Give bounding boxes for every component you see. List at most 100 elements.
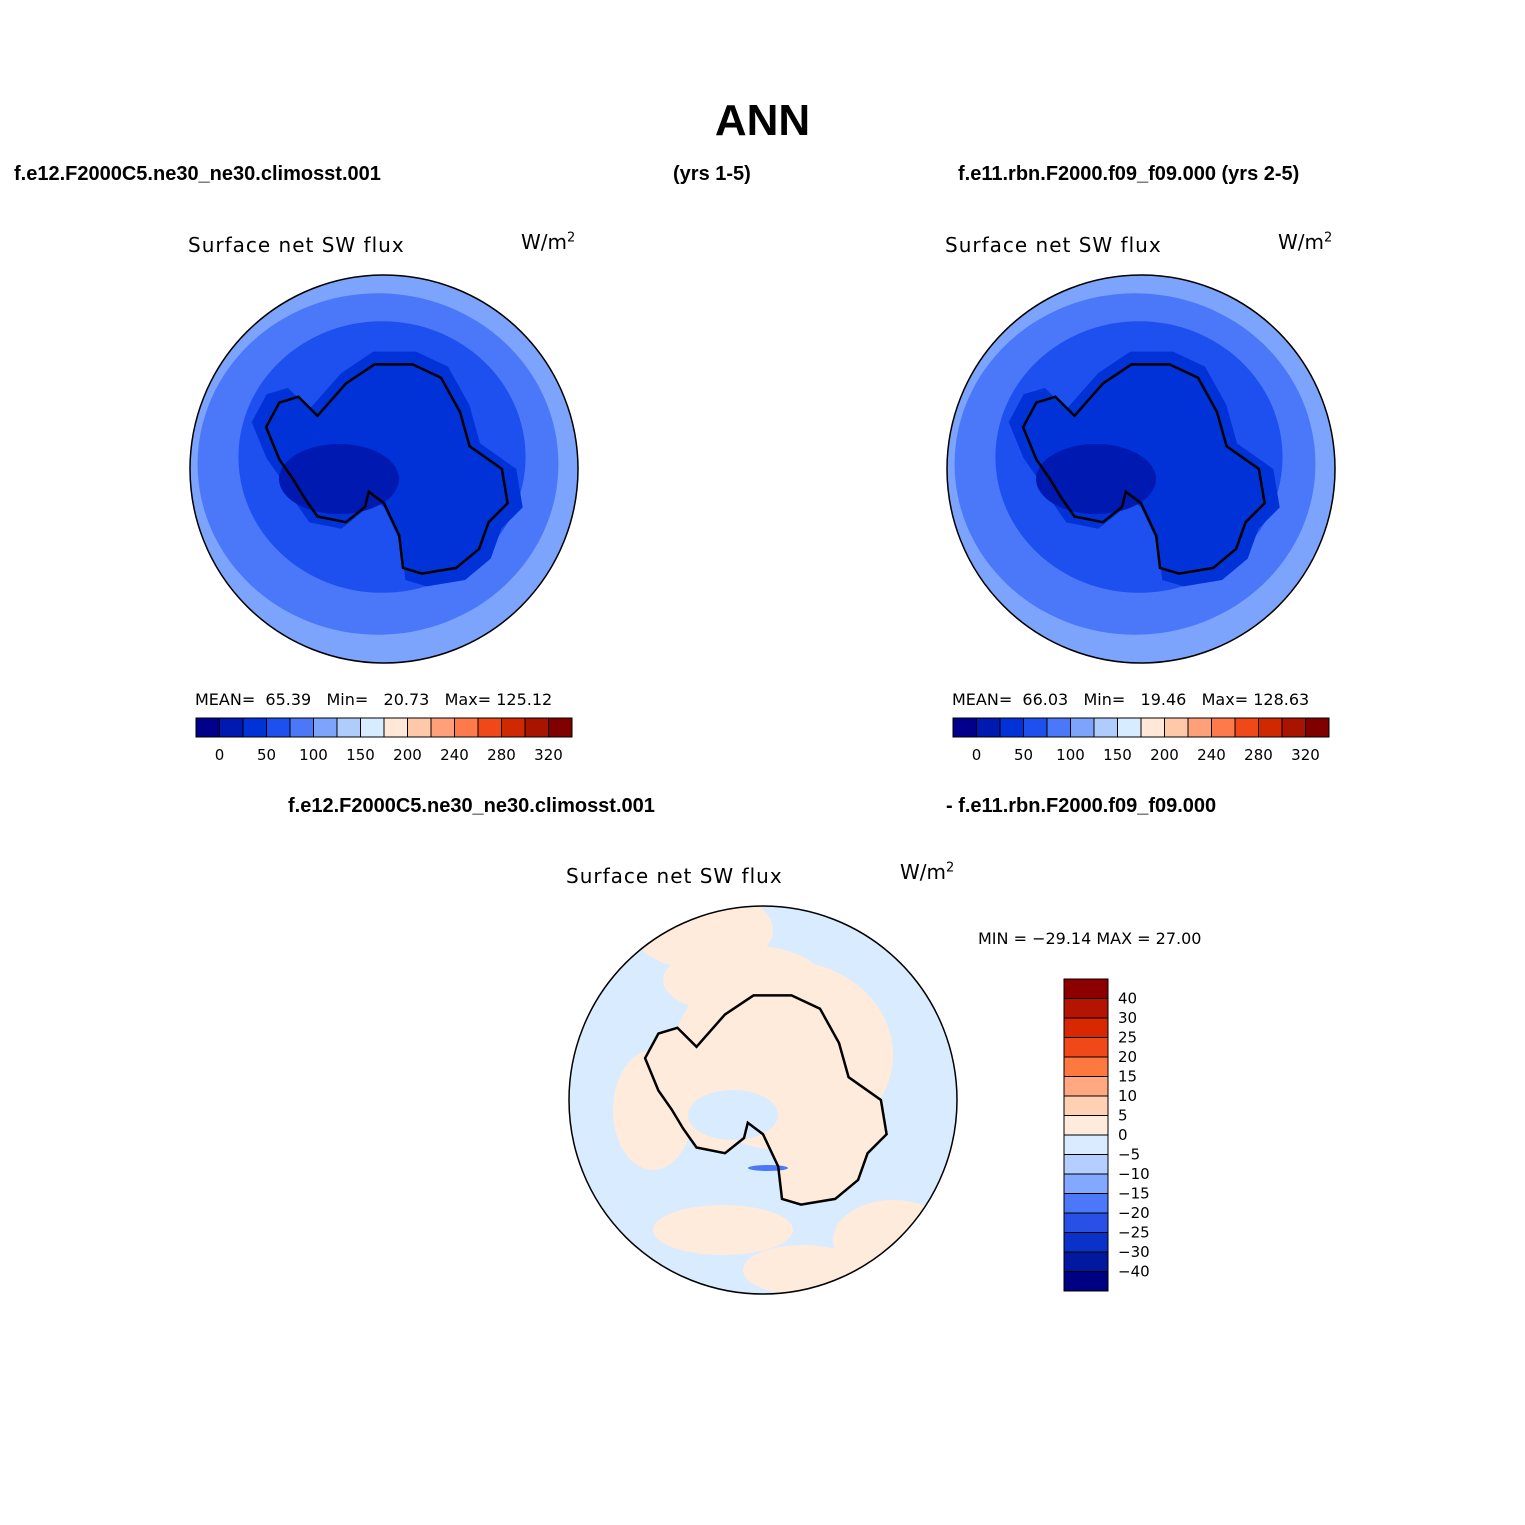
colorbar-swatch xyxy=(1187,717,1212,738)
colorbar-panel2: 0 50 100 150 200 240 280 320 xyxy=(952,717,1330,764)
strong-negative-anomaly xyxy=(748,1165,788,1171)
positive-anomaly xyxy=(653,1205,793,1255)
colorbar-swatch xyxy=(1305,717,1330,738)
colorbar-tick-label: −40 xyxy=(1118,1263,1150,1281)
map-fill xyxy=(190,275,578,663)
colorbar-panel1: 0 50 100 150 200 240 280 320 xyxy=(195,717,573,764)
colorbar-swatch xyxy=(1234,717,1259,738)
colorbar-tick-label: 240 xyxy=(1197,746,1226,764)
colorbar-swatch xyxy=(1063,1037,1109,1058)
case1-name: f.e12.F2000C5.ne30_ne30.climosst.001 xyxy=(14,163,381,185)
colorbar-swatch xyxy=(1063,1173,1109,1194)
case2-header: f.e11.rbn.F2000.f09_f09.000 (yrs 2-5) xyxy=(958,163,1300,185)
colorbar-tick-label: −5 xyxy=(1118,1146,1140,1164)
map-border xyxy=(946,274,1336,664)
colorbar-swatch xyxy=(1117,717,1142,738)
figure-title: ANN xyxy=(714,96,811,145)
map-border xyxy=(568,905,958,1295)
colorbar-tick-label: 30 xyxy=(1118,1009,1137,1027)
colorbar-swatch xyxy=(1063,1134,1109,1155)
colorbar-swatch xyxy=(1023,717,1048,738)
colorbar-tick-label: 0 xyxy=(972,746,982,764)
negative-anomaly xyxy=(688,1090,778,1140)
colorbar-swatch xyxy=(430,717,455,738)
coastline xyxy=(1021,363,1266,575)
coastline xyxy=(264,363,509,575)
colorbar-swatch xyxy=(1063,1251,1109,1272)
colorbar-swatch xyxy=(313,717,338,738)
map-panel1 xyxy=(189,274,579,664)
colorbar-swatch xyxy=(1063,978,1109,999)
map-panel2 xyxy=(946,274,1336,664)
panel2-variable: Surface net SW flux xyxy=(945,233,1162,257)
colorbar-swatch xyxy=(501,717,526,738)
colorbar-tick-label: 150 xyxy=(346,746,375,764)
colorbar-swatch xyxy=(360,717,385,738)
colorbar-swatch xyxy=(1063,998,1109,1019)
colorbar-swatch xyxy=(548,717,573,738)
colorbar-tick-label: 320 xyxy=(534,746,563,764)
colorbar-tick-label: 50 xyxy=(257,746,276,764)
colorbar-tick-label: 240 xyxy=(440,746,469,764)
map-fill xyxy=(947,275,1335,663)
colorbar-swatch xyxy=(1063,1154,1109,1175)
ross-weddell-zone xyxy=(279,444,399,514)
colorbar-swatch xyxy=(999,717,1024,738)
colorbar-tick-label: 40 xyxy=(1118,990,1137,1008)
panel1-stats: MEAN= 65.39 Min= 20.73 Max= 125.12 xyxy=(195,690,553,709)
diff-case1-name: f.e12.F2000C5.ne30_ne30.climosst.001 xyxy=(288,795,655,817)
colorbar-tick-label: −15 xyxy=(1118,1185,1150,1203)
colorbar-tick-label: 200 xyxy=(1150,746,1179,764)
colorbar-swatch xyxy=(952,717,977,738)
panel1-variable: Surface net SW flux xyxy=(188,233,405,257)
colorbar-swatch xyxy=(1093,717,1118,738)
colorbar-tick-label: 320 xyxy=(1291,746,1320,764)
colorbar-swatch xyxy=(1070,717,1095,738)
colorbar-swatch xyxy=(336,717,361,738)
panel2-units: W/m2 xyxy=(1278,230,1333,254)
colorbar-swatch xyxy=(1140,717,1165,738)
diff-minmax: MIN = −29.14 MAX = 27.00 xyxy=(978,929,1202,948)
colorbar-tick-label: 150 xyxy=(1103,746,1132,764)
panel2-stats: MEAN= 66.03 Min= 19.46 Max= 128.63 xyxy=(952,690,1310,709)
colorbar-swatch xyxy=(1164,717,1189,738)
colorbar-swatch xyxy=(195,717,220,738)
colorbar-swatch xyxy=(242,717,267,738)
colorbar-tick-label: 10 xyxy=(1118,1087,1137,1105)
colorbar-swatch xyxy=(266,717,291,738)
colorbar-swatch xyxy=(524,717,549,738)
colorbar-swatch xyxy=(1063,1271,1109,1292)
colorbar-tick-label: 100 xyxy=(299,746,328,764)
positive-anomaly xyxy=(833,1200,953,1280)
colorbar-swatch xyxy=(454,717,479,738)
colorbar-swatch xyxy=(1063,1212,1109,1233)
colorbar-tick-label: 280 xyxy=(487,746,516,764)
colorbar-swatch xyxy=(1211,717,1236,738)
colorbar-swatch xyxy=(289,717,314,738)
colorbar-tick-label: −10 xyxy=(1118,1165,1150,1183)
colorbar-tick-label: −25 xyxy=(1118,1224,1150,1242)
colorbar-swatch xyxy=(1281,717,1306,738)
diff-case2-name: - f.e11.rbn.F2000.f09_f09.000 xyxy=(946,795,1217,817)
colorbar-swatch xyxy=(1063,1193,1109,1214)
colorbar-swatch xyxy=(1063,1076,1109,1097)
colorbar-tick-label: 0 xyxy=(215,746,225,764)
map-border xyxy=(189,274,579,664)
colorbar-tick-label: 25 xyxy=(1118,1029,1137,1047)
colorbar-tick-label: 5 xyxy=(1118,1107,1128,1125)
colorbar-tick-label: −30 xyxy=(1118,1243,1150,1261)
colorbar-swatch xyxy=(976,717,1001,738)
colorbar-swatch xyxy=(1063,1017,1109,1038)
colorbar-swatch xyxy=(477,717,502,738)
diff-variable: Surface net SW flux xyxy=(566,864,783,888)
panel1-units: W/m2 xyxy=(521,230,576,254)
colorbar-swatch xyxy=(383,717,408,738)
diff-units: W/m2 xyxy=(900,860,955,884)
case1-years: (yrs 1-5) xyxy=(673,163,751,185)
colorbar-swatch xyxy=(1063,1056,1109,1077)
map-fill xyxy=(569,906,957,1294)
colorbar-swatch xyxy=(1258,717,1283,738)
ross-weddell-zone xyxy=(1036,444,1156,514)
